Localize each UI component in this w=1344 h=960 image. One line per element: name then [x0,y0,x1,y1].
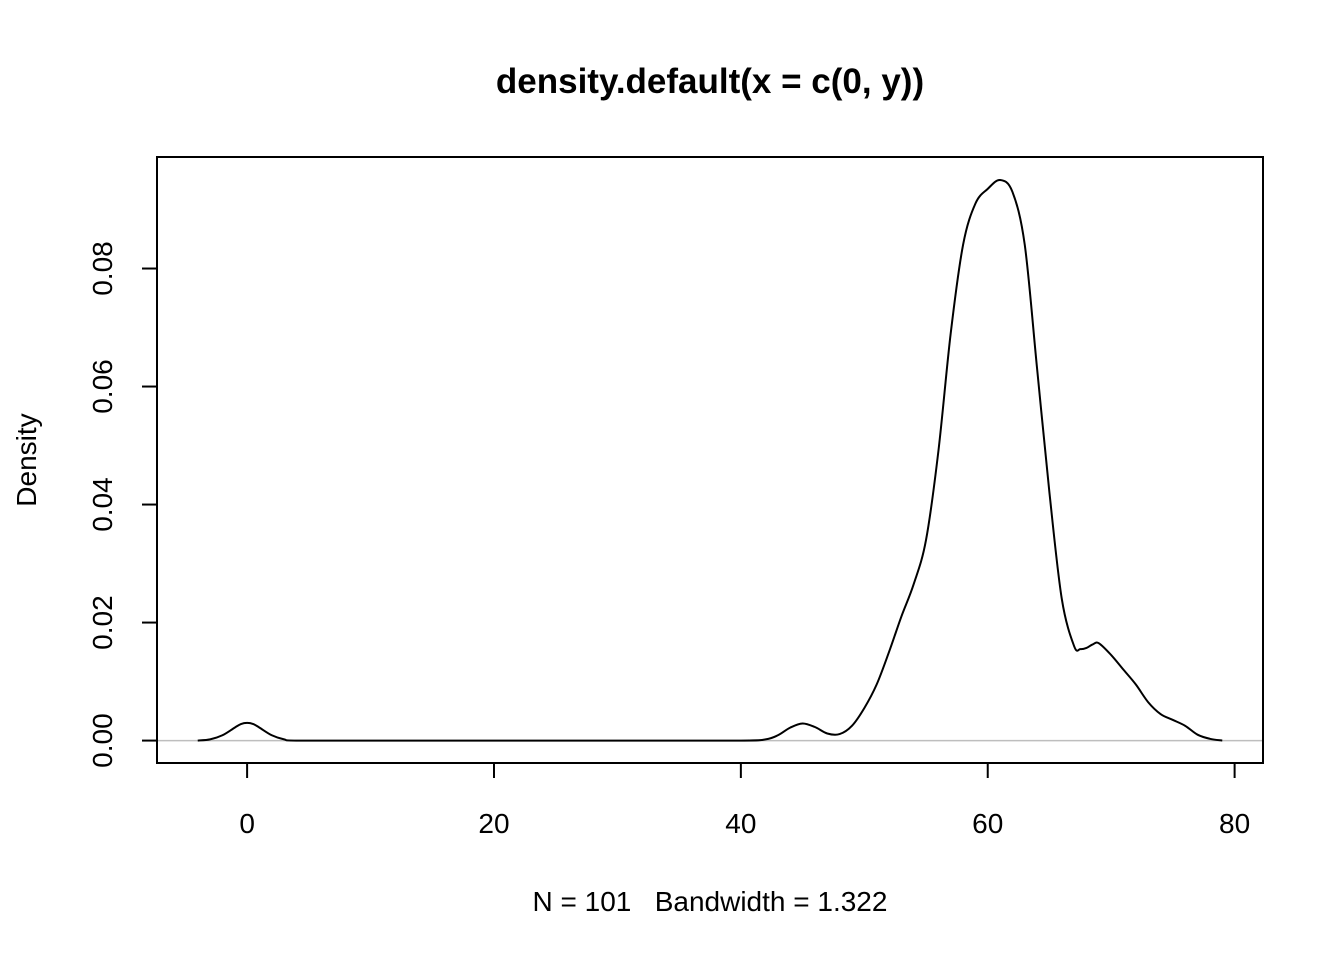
chart-title: density.default(x = c(0, y)) [496,62,924,101]
y-axis-label: Density [11,413,42,506]
y-axis: 0.00 0.02 0.04 0.06 0.08 [87,241,158,768]
y-tick-label: 0.04 [87,477,118,532]
y-tick-label: 0.06 [87,359,118,414]
x-tick-label: 60 [972,808,1003,839]
x-tick-label: 0 [239,808,255,839]
y-tick-label: 0.08 [87,241,118,296]
x-axis-label: N = 101 Bandwidth = 1.322 [533,886,888,917]
x-axis: 0 20 40 60 80 [239,762,1250,839]
plot-frame [156,156,1264,764]
y-tick-label: 0.00 [87,713,118,768]
x-tick-label: 40 [725,808,756,839]
x-tick-label: 20 [478,808,509,839]
x-tick-label: 80 [1219,808,1250,839]
density-curve [197,179,1223,742]
y-tick-label: 0.02 [87,595,118,650]
